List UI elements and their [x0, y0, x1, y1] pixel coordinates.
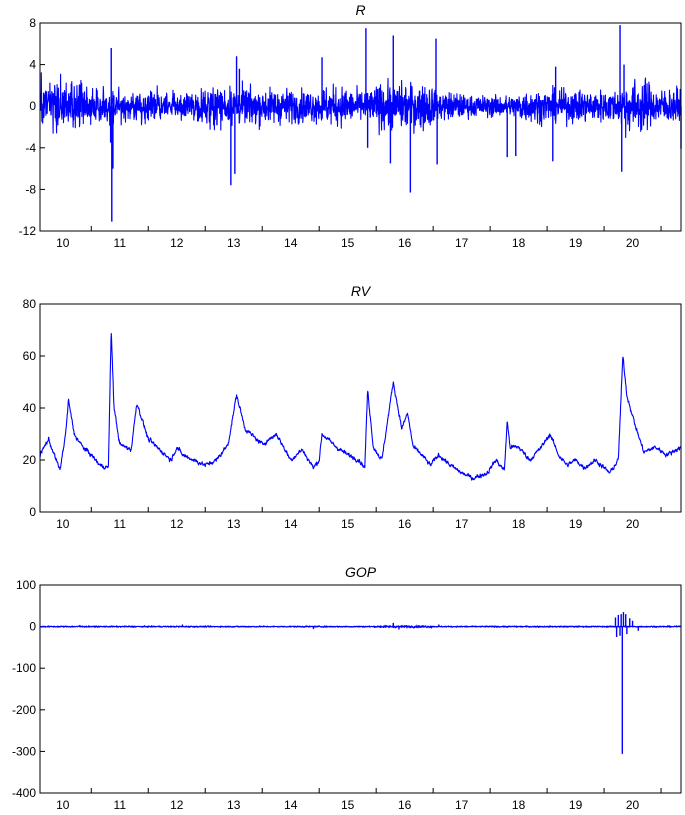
x-tick-label: 15	[341, 798, 355, 812]
y-tick-label: 0	[29, 99, 36, 113]
y-tick-label: 20	[23, 453, 37, 467]
x-tick-label: 20	[626, 236, 640, 250]
chart-title-r: R	[355, 2, 365, 18]
x-tick-label: 19	[569, 798, 583, 812]
x-tick-label: 16	[398, 798, 412, 812]
y-tick-label: 0	[29, 620, 36, 634]
y-tick-label: -8	[25, 182, 36, 196]
x-tick-label: 13	[227, 517, 241, 531]
y-tick-label: -4	[25, 141, 36, 155]
x-tick-label: 11	[114, 236, 127, 250]
x-tick-label: 18	[512, 517, 526, 531]
x-tick-label: 20	[626, 798, 640, 812]
y-tick-label: 8	[29, 16, 36, 30]
x-tick-label: 18	[512, 236, 526, 250]
x-tick-label: 12	[170, 236, 184, 250]
chart-panel-rv: RV 80 60 40 20 0 10 11 12 13 14 15 16 17 18 19 20	[23, 283, 682, 531]
chart-panel-r: R 8 4 0 -4 -8 -12 10 11 12 13 14 15 16 17 18 19 20	[19, 2, 682, 250]
plot-frame	[39, 584, 682, 794]
y-tick-label: -200	[12, 703, 36, 717]
x-tick-label: 17	[455, 236, 469, 250]
y-tick-label: 40	[23, 401, 37, 415]
plot-frame	[39, 22, 682, 232]
y-tick-label: 100	[16, 578, 36, 592]
x-tick-label: 14	[284, 517, 298, 531]
x-tick-label: 10	[56, 236, 70, 250]
y-tick-label: 60	[23, 349, 37, 363]
x-tick-label: 16	[398, 517, 412, 531]
series-line-r	[39, 72, 682, 139]
plot-frame	[39, 303, 682, 513]
chart-panel-gop: GOP 100 0 -100 -200 -300 -400 10 11 12 13 14 15 16 17 1…	[12, 564, 682, 812]
x-tick-label: 20	[626, 517, 640, 531]
series-line-gop	[39, 624, 682, 629]
x-tick-label: 14	[284, 236, 298, 250]
x-tick-label: 13	[227, 236, 241, 250]
x-tick-label: 15	[341, 236, 355, 250]
x-tick-label: 16	[398, 236, 412, 250]
y-tick-label: -12	[19, 224, 37, 238]
x-tick-label: 11	[114, 517, 127, 531]
x-tick-label: 17	[455, 798, 469, 812]
x-tick-label: 17	[455, 517, 469, 531]
y-tick-label: 80	[23, 297, 37, 311]
y-tick-label: -100	[12, 661, 36, 675]
y-tick-label: -300	[12, 744, 36, 758]
x-tick-label: 12	[170, 517, 184, 531]
y-tick-label: 4	[29, 58, 36, 72]
y-tick-label: -400	[12, 786, 36, 800]
x-tick-label: 18	[512, 798, 526, 812]
x-tick-label: 19	[569, 517, 583, 531]
x-tick-label: 13	[227, 798, 241, 812]
x-tick-label: 12	[170, 798, 184, 812]
x-tick-label: 15	[341, 517, 355, 531]
y-tick-label: 0	[29, 505, 36, 519]
x-tick-label: 19	[569, 236, 583, 250]
x-tick-label: 14	[284, 798, 298, 812]
chart-title-gop: GOP	[345, 564, 377, 580]
series-line-rv	[39, 332, 682, 481]
chart-title-rv: RV	[351, 283, 372, 299]
x-tick-label: 10	[56, 798, 70, 812]
x-tick-label: 11	[114, 798, 127, 812]
x-tick-label: 10	[56, 517, 70, 531]
